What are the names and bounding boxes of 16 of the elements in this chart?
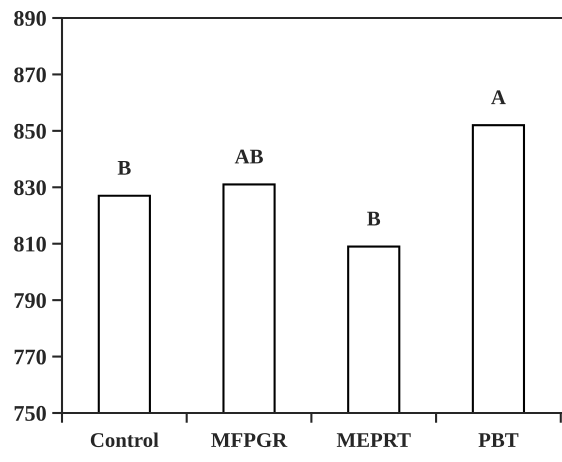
- annotation: B: [367, 212, 380, 226]
- x-tick-label: MFPGR: [211, 433, 288, 448]
- annotation: A: [491, 90, 506, 104]
- y-tick-label: 810: [14, 236, 46, 252]
- annotation: AB: [234, 150, 263, 164]
- y-tick-label: 830: [14, 180, 46, 196]
- x-tick-label: MEPRT: [336, 433, 411, 447]
- y-tick-label: 850: [14, 124, 46, 139]
- annotation: B: [118, 161, 131, 175]
- y-tick-label: 750: [14, 406, 46, 421]
- y-tick-label: 790: [14, 293, 46, 308]
- x-tick-label: Control: [90, 432, 159, 448]
- y-tick-label: 770: [14, 350, 46, 364]
- x-tick-label: PBT: [478, 433, 518, 447]
- y-tick-label: 890: [14, 10, 46, 26]
- y-tick-label: 870: [14, 67, 46, 82]
